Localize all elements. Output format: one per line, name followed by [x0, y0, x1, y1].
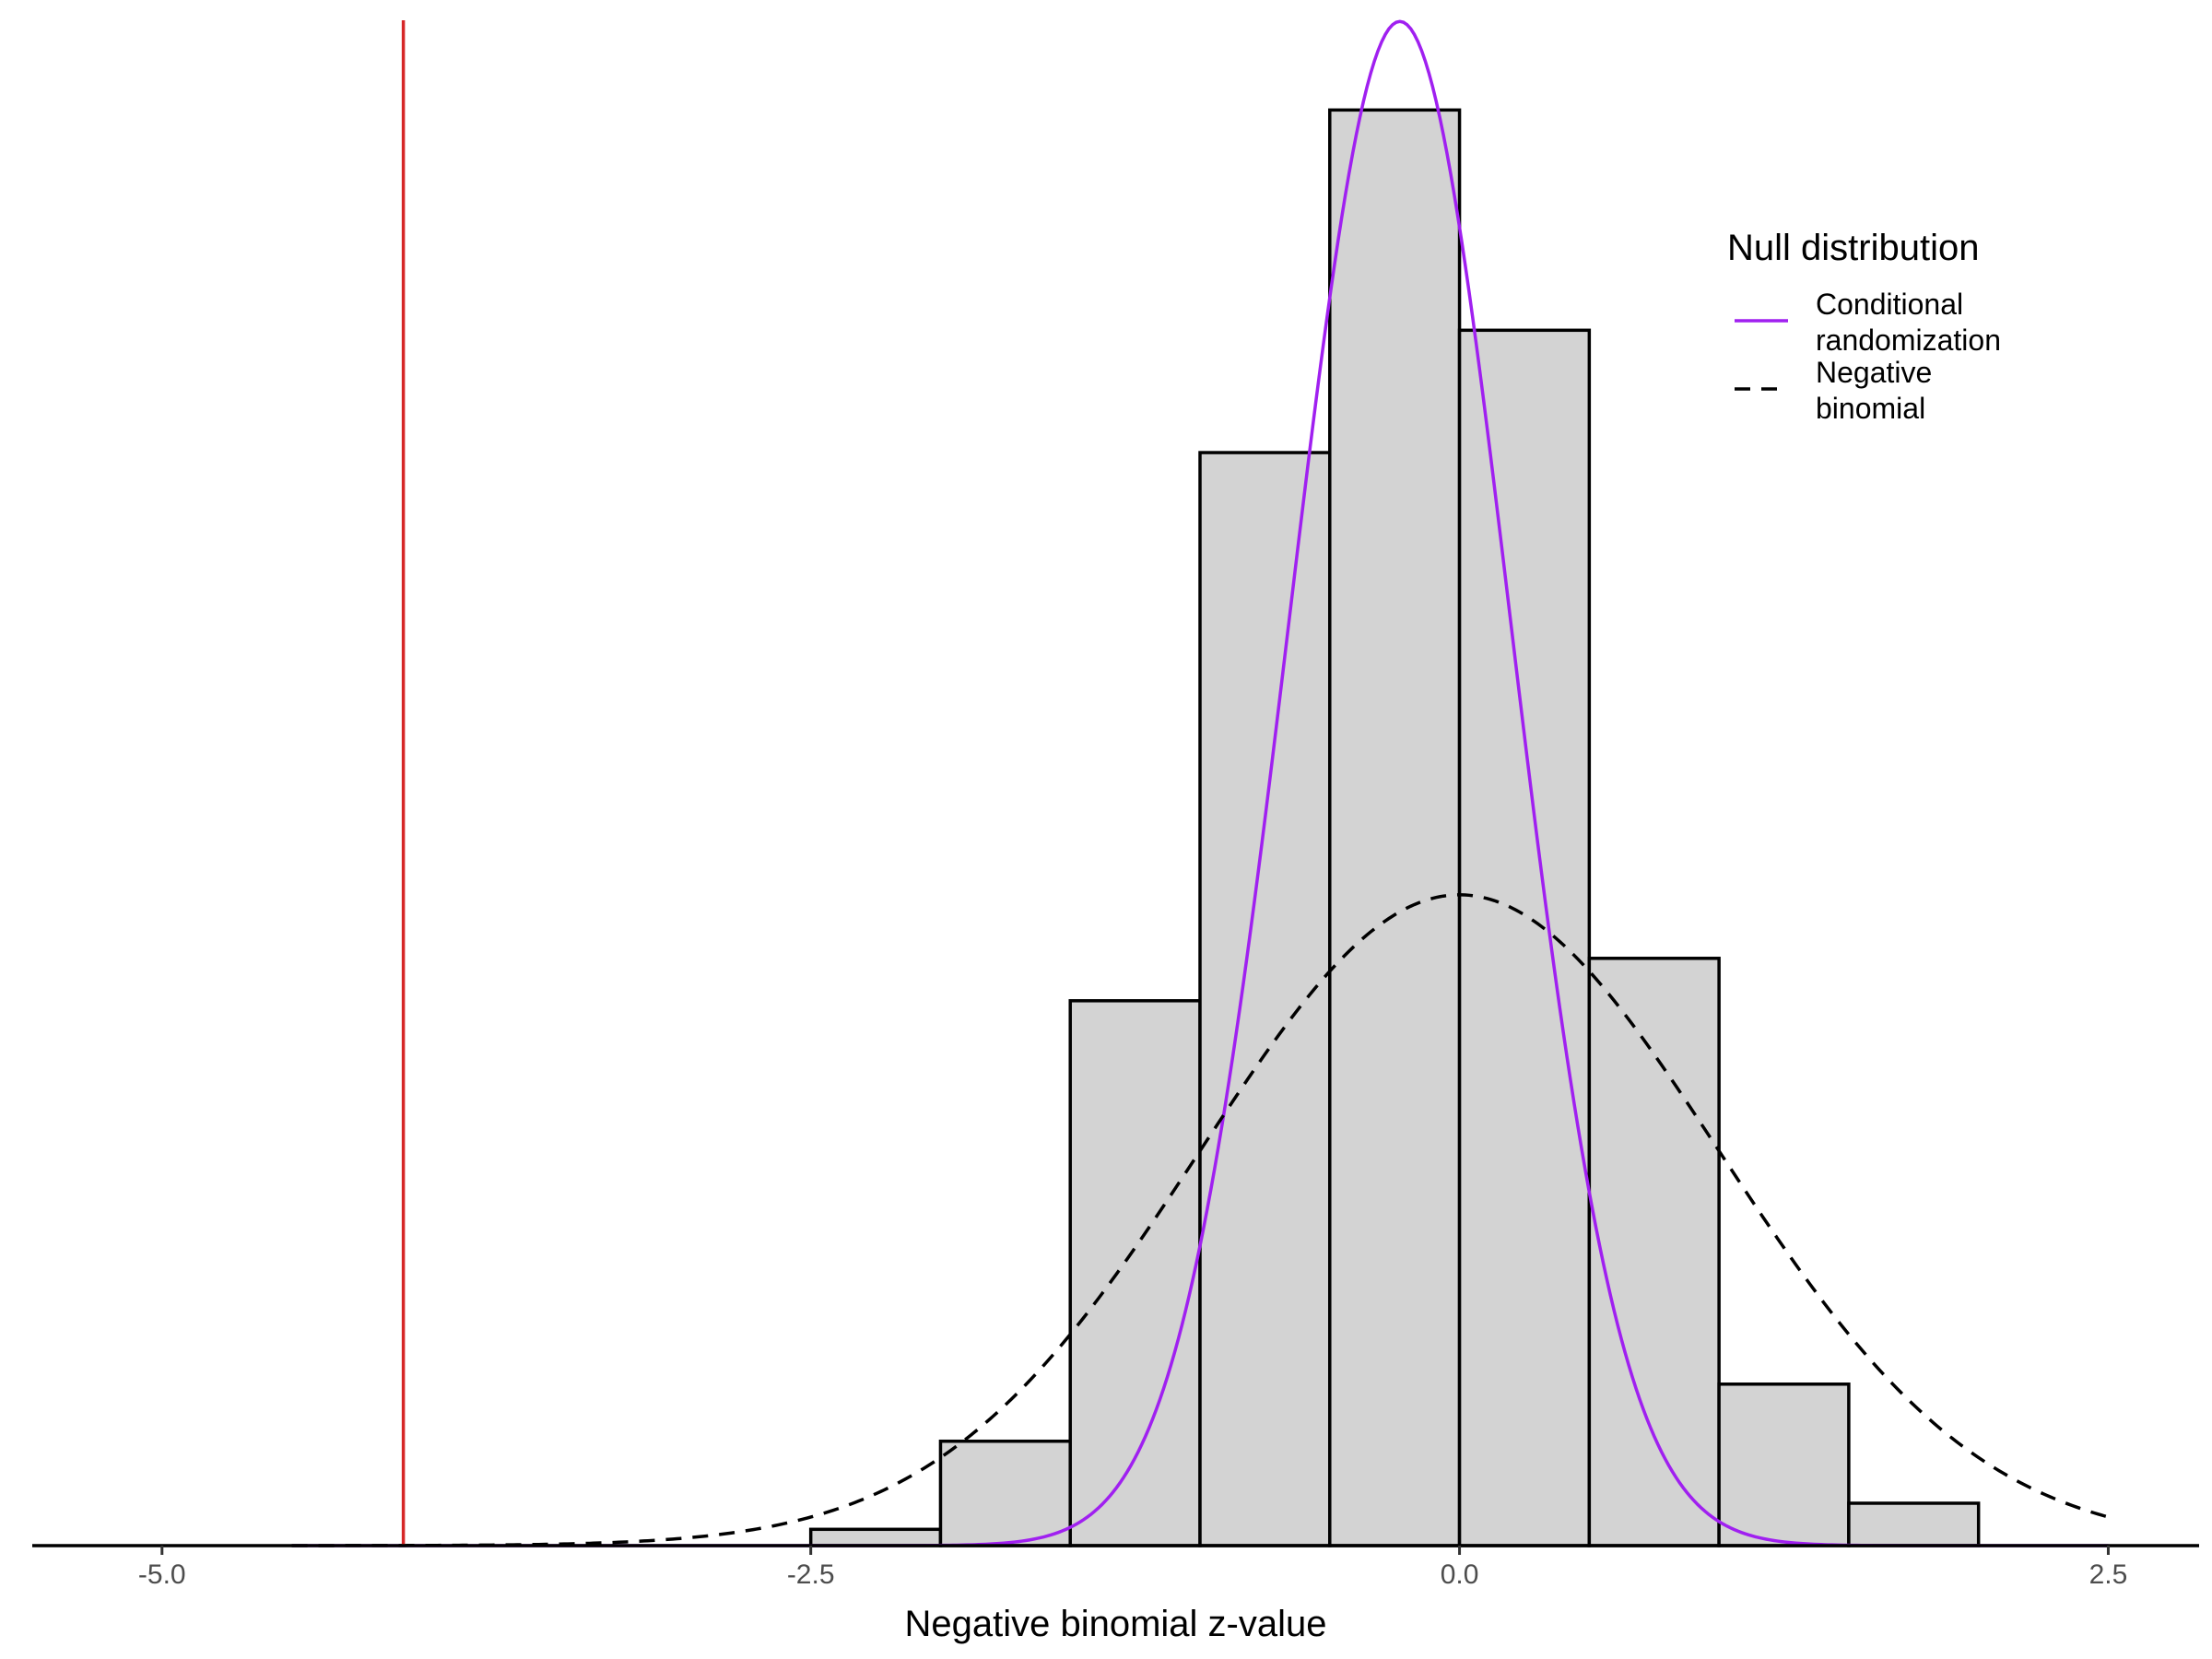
x-axis-title: Negative binomial z-value — [904, 1604, 1326, 1644]
legend-label-line2: binomial — [1816, 392, 1925, 425]
histogram-bar-4 — [1198, 451, 1332, 1547]
histogram-bars — [808, 108, 1981, 1547]
x-tick-label: -2.5 — [787, 1559, 835, 1590]
histogram-bar-6 — [1457, 328, 1592, 1547]
x-axis-ticks: -5.0 -2.5 0.0 2.5 — [138, 1546, 2127, 1590]
legend: Null distribution Conditionalrandomizati… — [1727, 228, 2001, 425]
x-tick-label: 2.5 — [2089, 1559, 2128, 1590]
legend-label-line2: randomization — [1816, 324, 2001, 357]
histogram-bar-8 — [1717, 1382, 1851, 1547]
histogram-bar-5 — [1328, 108, 1462, 1547]
histogram-bar-2 — [938, 1439, 1072, 1547]
histogram-bar-7 — [1587, 957, 1721, 1547]
legend-title: Null distribution — [1727, 228, 1979, 268]
x-tick-label: 0.0 — [1441, 1559, 1479, 1590]
legend-label-line1: Conditional — [1816, 288, 1963, 321]
legend-label-line1: Negative — [1816, 356, 1932, 389]
x-tick-label: -5.0 — [138, 1559, 186, 1590]
negative-binomial-curve — [291, 893, 2109, 1547]
histogram-bar-1 — [808, 1527, 943, 1547]
histogram-bar-9 — [1847, 1501, 1981, 1547]
histogram-bar-3 — [1068, 999, 1202, 1547]
